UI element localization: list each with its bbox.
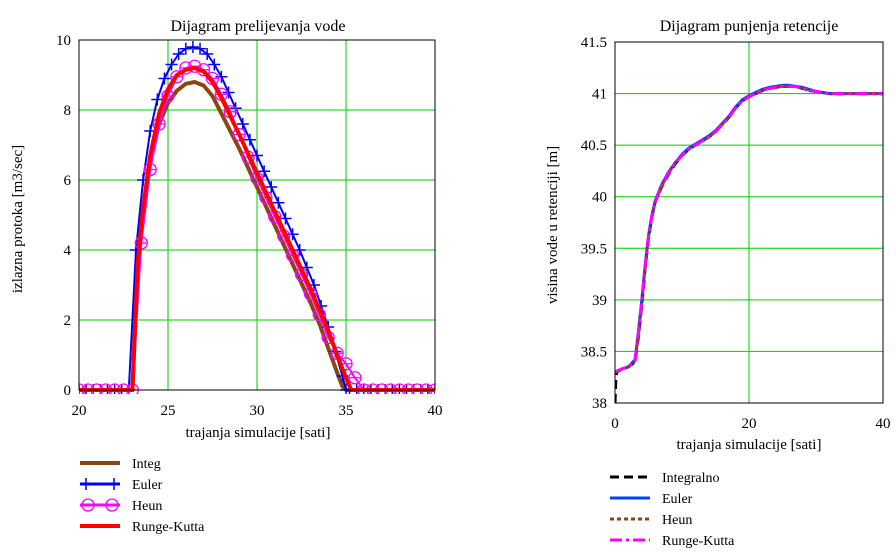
- series-group: [79, 41, 435, 394]
- x-tick-label: 35: [339, 403, 354, 419]
- data-point-plus: [179, 42, 192, 55]
- x-tick-label: 25: [161, 403, 176, 419]
- data-point-plus: [186, 41, 199, 53]
- y-tick-label: 41: [592, 87, 607, 103]
- legend-label: Integ: [132, 457, 161, 472]
- y-tick-label: 41.5: [581, 35, 607, 51]
- y-tick-label: 10: [56, 33, 71, 49]
- y-tick-label: 40.5: [581, 138, 607, 154]
- axes: 0 20 40 38 38.5 39 39.5 40 40.5 41 41.5: [581, 35, 891, 432]
- x-tick-label: 40: [876, 416, 891, 432]
- legend-label: Integralno: [662, 471, 720, 486]
- y-tick-label: 2: [64, 313, 72, 329]
- data-point-plus: [222, 86, 235, 99]
- x-tick-label: 30: [250, 403, 265, 419]
- y-tick-label: 4: [64, 243, 72, 259]
- data-point-plus: [272, 196, 285, 209]
- data-point-plus: [158, 72, 171, 85]
- y-axis-label: visina vode u retenciji [m]: [545, 146, 561, 304]
- legend-label: Runge-Kutta: [662, 534, 735, 549]
- y-tick-label: 6: [64, 173, 72, 189]
- chart-title: Dijagram punjenja retencije: [660, 18, 839, 35]
- data-point-plus: [251, 149, 263, 162]
- data-point-plus: [279, 212, 292, 225]
- retention-chart: Dijagram punjenja retencije trajanja sim…: [545, 18, 891, 549]
- data-point-plus: [194, 42, 207, 55]
- y-tick-label: 39.5: [581, 241, 607, 257]
- y-tick-label: 39: [592, 293, 607, 309]
- legend-label: Heun: [662, 513, 692, 528]
- x-axis-label: trajanja simulacije [sati]: [186, 425, 331, 441]
- data-point-plus: [215, 70, 228, 83]
- legend-marker-circle: [81, 498, 95, 512]
- legend-marker-plus: [108, 478, 120, 490]
- chart-title: Dijagram prelijevanja vode: [170, 18, 345, 35]
- series-line-runge-kutta: [79, 66, 435, 392]
- grid: [615, 42, 883, 403]
- series-group: [615, 83, 883, 404]
- data-point-plus: [258, 165, 271, 178]
- legend-label: Euler: [132, 478, 163, 493]
- legend-label: Euler: [662, 492, 693, 507]
- x-tick-label: 0: [611, 416, 619, 432]
- x-tick-label: 40: [428, 403, 443, 419]
- legend: Integ Euler Heun Runge-Kutta: [80, 457, 205, 535]
- y-tick-label: 38: [592, 396, 607, 412]
- y-tick-label: 40: [592, 190, 607, 206]
- legend-marker-circle: [105, 498, 119, 512]
- legend-marker-plus: [80, 478, 92, 490]
- legend-label: Heun: [132, 499, 162, 514]
- data-point-circle: [348, 371, 362, 385]
- y-tick-label: 0: [64, 383, 72, 399]
- data-point-plus: [208, 58, 221, 71]
- x-tick-label: 20: [742, 416, 757, 432]
- y-axis-label: izlazna protoka [m3/sec]: [10, 145, 26, 293]
- y-tick-label: 8: [64, 103, 72, 119]
- data-point-plus: [286, 228, 299, 241]
- series-line-runge-kutta: [615, 84, 883, 374]
- data-point-plus: [201, 48, 214, 60]
- data-point-plus: [172, 48, 185, 60]
- y-tick-label: 38.5: [581, 344, 607, 360]
- plot-frame: [78, 39, 436, 391]
- data-point-plus: [165, 58, 178, 71]
- legend: Integralno Euler Heun Runge-Kutta: [610, 471, 735, 549]
- overflow-chart: Dijagram prelijevanja vode trajanja simu…: [10, 18, 443, 535]
- data-point-plus: [265, 181, 278, 193]
- data-point-plus: [243, 133, 256, 146]
- axes: 20 25 30 35 40 0 2 4 6 8 10: [56, 33, 443, 419]
- data-point-plus: [151, 93, 164, 106]
- plot-frame: [614, 41, 884, 404]
- legend-label: Runge-Kutta: [132, 520, 205, 535]
- x-axis-label: trajanja simulacije [sati]: [677, 437, 822, 453]
- data-point-plus: [236, 118, 249, 130]
- x-tick-label: 20: [72, 403, 87, 419]
